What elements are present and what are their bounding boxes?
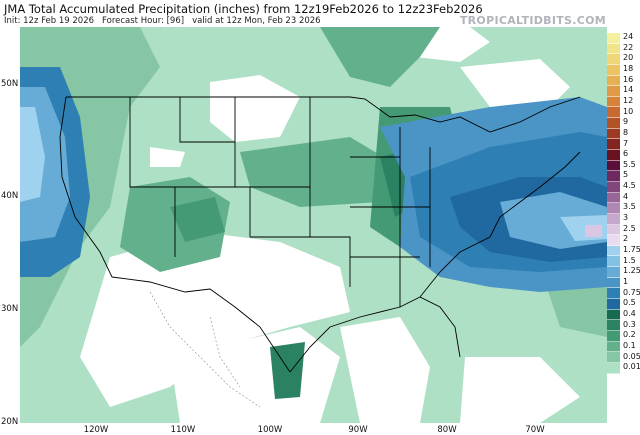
subtitle: Init: 12z Feb 19 2026 Forecast Hour: [96]…	[4, 16, 329, 26]
colorbar-swatch	[607, 118, 620, 129]
colorbar-level-label: 0.01	[623, 362, 640, 372]
colorbar-level-label: 2.5	[623, 223, 636, 233]
colorbar-swatch	[607, 330, 620, 342]
colorbar-swatch	[607, 43, 620, 55]
colorbar-level-label: 3	[623, 213, 629, 223]
colorbar-swatch	[607, 192, 620, 204]
colorbar-swatch	[607, 33, 620, 44]
colorbar-swatch	[607, 235, 620, 246]
lon-label: 70W	[525, 425, 545, 435]
colorbar-level-label: 4.5	[623, 181, 636, 191]
colorbar-level-label: 1	[623, 276, 629, 286]
colorbar-swatch	[607, 54, 620, 65]
colorbar-level-label: 0.05	[623, 351, 640, 361]
lat-label: 30N	[1, 304, 19, 314]
colorbar-swatch	[607, 267, 620, 278]
lon-label: 120W	[83, 425, 109, 435]
colorbar-level-label: 16	[623, 74, 634, 84]
chart-title: JMA Total Accumulated Precipitation (inc…	[4, 2, 483, 16]
colorbar-swatch	[607, 288, 620, 300]
colorbar-swatch	[607, 181, 620, 193]
colorbar	[607, 33, 620, 374]
lat-label: 40N	[1, 191, 19, 201]
colorbar-swatch	[607, 160, 620, 172]
colorbar-level-label: 22	[623, 42, 634, 52]
colorbar-swatch	[607, 277, 620, 289]
colorbar-level-label: 0.75	[623, 287, 640, 297]
colorbar-swatch	[607, 107, 620, 119]
colorbar-swatch	[607, 75, 620, 87]
colorbar-level-label: 1.25	[623, 266, 640, 276]
colorbar-swatch	[607, 171, 620, 182]
colorbar-level-label: 24	[623, 32, 634, 41]
lon-label: 90W	[348, 425, 368, 435]
colorbar-swatch	[607, 86, 620, 97]
colorbar-level-label: 0.1	[623, 340, 636, 350]
colorbar-swatch	[607, 299, 620, 310]
colorbar-swatch	[607, 245, 620, 257]
colorbar-level-label: 0.4	[623, 308, 636, 318]
colorbar-level-label: 12	[623, 95, 634, 105]
colorbar-swatch	[607, 128, 620, 140]
colorbar-swatch	[607, 309, 620, 321]
colorbar-swatch	[607, 224, 620, 236]
forecast-hour: Forecast Hour: [96]	[102, 16, 185, 26]
colorbar-level-label: 0.2	[623, 330, 636, 340]
lon-label: 110W	[170, 425, 196, 435]
colorbar-swatch	[607, 139, 620, 151]
map-canvas	[20, 27, 607, 423]
colorbar-swatch	[607, 362, 620, 374]
colorbar-swatch	[607, 352, 620, 363]
colorbar-swatch	[607, 64, 620, 76]
init-time: Init: 12z Feb 19 2026	[4, 16, 95, 26]
colorbar-swatch	[607, 213, 620, 225]
colorbar-level-label: 2	[623, 234, 629, 244]
colorbar-level-label: 1.5	[623, 255, 636, 265]
colorbar-level-label: 7	[623, 138, 629, 148]
lat-label: 50N	[1, 79, 19, 89]
colorbar-level-label: 14	[623, 85, 634, 95]
colorbar-level-label: 20	[623, 53, 634, 63]
colorbar-level-label: 10	[623, 106, 634, 116]
site-watermark: TROPICALTIDBITS.COM	[459, 14, 606, 27]
colorbar-level-label: 0.5	[623, 298, 636, 308]
lon-label: 100W	[257, 425, 283, 435]
colorbar-swatch	[607, 203, 620, 214]
colorbar-level-label: 8	[623, 127, 629, 137]
colorbar-level-label: 5	[623, 170, 629, 180]
colorbar-level-label: 9	[623, 117, 629, 127]
colorbar-swatch	[607, 96, 620, 108]
colorbar-level-label: 1.75	[623, 245, 640, 254]
colorbar-level-label: 0.3	[623, 319, 636, 329]
colorbar-level-label: 4	[623, 191, 629, 201]
colorbar-swatch	[607, 320, 620, 331]
lon-label: 80W	[437, 425, 457, 435]
colorbar-level-label: 6	[623, 149, 629, 159]
lat-label: 20N	[1, 417, 19, 427]
colorbar-swatch	[607, 341, 620, 353]
colorbar-level-label: 18	[623, 63, 634, 73]
colorbar-level-label: 3.5	[623, 202, 636, 212]
valid-time: valid at 12z Mon, Feb 23 2026	[192, 16, 321, 26]
colorbar-level-label: 5.5	[623, 159, 636, 169]
colorbar-swatch	[607, 150, 620, 161]
colorbar-swatch	[607, 256, 620, 268]
precipitation-map	[20, 27, 607, 423]
